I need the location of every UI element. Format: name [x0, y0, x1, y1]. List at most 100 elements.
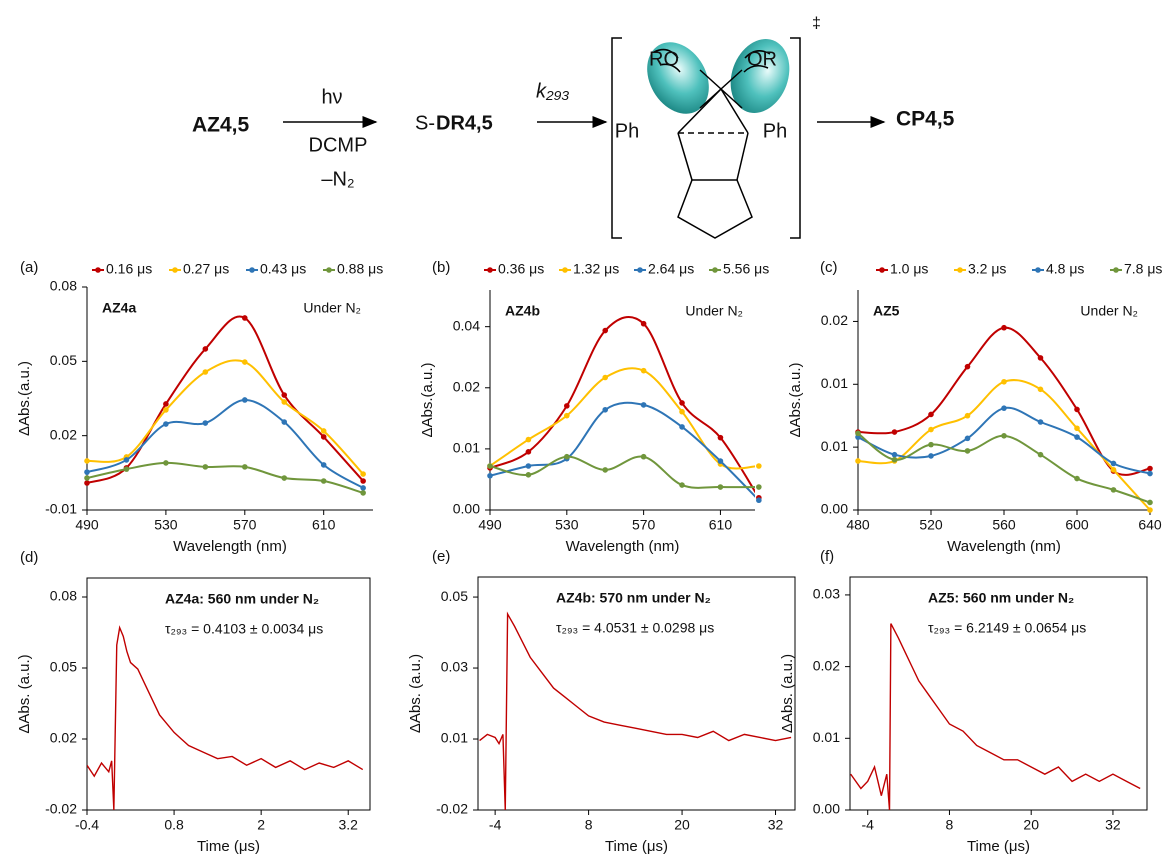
marker	[241, 464, 248, 470]
y-tick-label: 0.03	[813, 586, 840, 602]
marker	[1147, 499, 1153, 506]
marker	[525, 449, 532, 455]
product: CP4,5	[896, 108, 955, 131]
marker	[717, 458, 724, 464]
marker	[928, 426, 934, 433]
marker	[1037, 386, 1044, 393]
marker	[1147, 507, 1153, 513]
x-tick-label: 530	[555, 517, 579, 533]
series-line	[87, 625, 364, 810]
x-tick-label: 610	[312, 517, 336, 533]
annotation: Under N₂	[1080, 303, 1138, 319]
intermediate: DR4,5	[436, 112, 493, 134]
marker	[1037, 419, 1044, 425]
legend-label: 0.16 μs	[106, 261, 152, 277]
marker	[1074, 475, 1080, 482]
plot-frame	[849, 576, 1148, 811]
marker	[360, 478, 366, 484]
x-tick-label: 490	[75, 517, 99, 533]
marker	[602, 467, 609, 473]
legend-marker	[1113, 267, 1119, 273]
x-tick-label: 8	[946, 817, 954, 833]
marker	[679, 424, 685, 430]
x-tick-label: 3.2	[338, 817, 358, 833]
legend-label: 0.88 μs	[337, 261, 383, 277]
group-right: OR	[747, 48, 777, 70]
marker	[241, 397, 248, 403]
annotation: AZ4b	[505, 303, 540, 319]
x-axis-title: Time (μs)	[967, 838, 1030, 855]
legend-marker	[487, 267, 493, 273]
scheme: AZ4,5 hν DCMP –N₂ S- DR4,5 k₂₉₃ ‡ RO OR …	[192, 15, 955, 239]
x-tick-label: 20	[1023, 817, 1039, 833]
x-tick-label: -0.4	[75, 817, 99, 833]
marker	[717, 484, 724, 490]
legend-marker	[326, 267, 332, 273]
legend-marker	[637, 267, 643, 273]
marker	[756, 497, 762, 504]
light: hν	[321, 86, 342, 108]
marker	[1001, 405, 1007, 411]
marker	[1074, 434, 1080, 440]
panel-label: (f)	[820, 548, 834, 565]
series-line	[858, 326, 1150, 476]
marker	[525, 436, 532, 443]
marker	[281, 392, 288, 398]
marker	[1074, 406, 1080, 413]
marker	[964, 412, 971, 419]
marker	[84, 469, 90, 475]
annotation: τ₂₉₃ = 0.4103 ± 0.0034 μs	[165, 621, 323, 637]
phenyl-left: Ph	[615, 120, 639, 142]
marker	[320, 462, 327, 468]
marker	[202, 346, 209, 352]
y-tick-label: 0.00	[821, 501, 848, 517]
legend-marker	[95, 267, 101, 273]
annotation: τ₂₉₃ = 6.2149 ± 0.0654 μs	[928, 620, 1086, 636]
y-tick-label: 0.02	[821, 312, 848, 328]
annotation: AZ5	[873, 303, 900, 319]
x-tick-label: 600	[1065, 517, 1089, 533]
marker	[320, 428, 327, 434]
marker	[964, 363, 971, 370]
x-tick-label: 8	[585, 817, 593, 833]
annotation: AZ4a	[102, 300, 136, 316]
marker	[1037, 355, 1044, 361]
x-axis-title: Wavelength (nm)	[173, 538, 287, 555]
x-axis-title: Wavelength (nm)	[566, 538, 680, 555]
y-tick-label: 0.00	[453, 501, 480, 517]
marker	[756, 484, 762, 490]
series-line	[87, 359, 364, 475]
legend-label: 0.27 μs	[183, 261, 229, 277]
annotation: Under N₂	[303, 300, 361, 316]
marker	[602, 327, 609, 334]
y-axis-title: ΔAbs. (a.u.)	[16, 654, 33, 733]
marker	[163, 401, 169, 407]
y-tick-label: 0.01	[821, 375, 848, 391]
series-line	[858, 379, 1150, 510]
marker	[241, 359, 248, 365]
plot-frame	[86, 577, 371, 811]
panel-label: (d)	[20, 549, 38, 566]
y-axis-title: ΔAbs.(a.u.)	[787, 362, 804, 437]
marker	[360, 471, 366, 477]
y-tick-label: 0.01	[453, 440, 480, 456]
legend-label: 4.8 μs	[1046, 261, 1084, 277]
x-tick-label: 520	[919, 517, 943, 533]
y-tick-label: -0.02	[45, 801, 77, 817]
plot-frame	[477, 576, 796, 811]
marker	[281, 475, 288, 481]
marker	[360, 485, 366, 491]
marker	[964, 448, 971, 454]
solvent: DCMP	[309, 134, 368, 156]
legend-marker	[562, 267, 568, 273]
marker	[1110, 460, 1117, 467]
legend-marker	[172, 267, 178, 273]
marker	[891, 456, 898, 463]
marker	[602, 406, 609, 413]
y-tick-label: 0.05	[50, 352, 77, 368]
orbital	[647, 42, 709, 114]
marker	[855, 430, 861, 437]
marker	[1147, 465, 1153, 472]
marker	[123, 466, 130, 472]
marker	[163, 407, 169, 413]
